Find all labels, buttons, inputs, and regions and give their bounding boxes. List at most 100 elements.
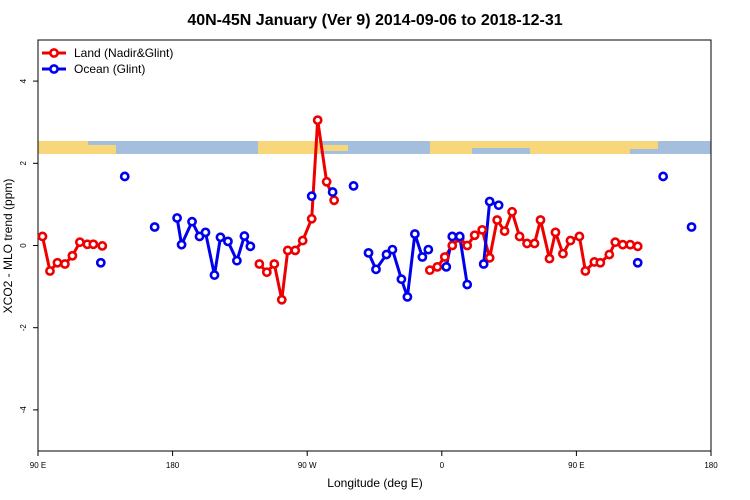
x-axis-label: Longitude (deg E)	[327, 476, 422, 490]
data-point	[276, 294, 287, 305]
data-point	[371, 264, 381, 275]
data-point	[492, 215, 503, 225]
data-point	[424, 265, 435, 276]
y-tick-label: 0	[19, 243, 28, 248]
data-point	[95, 257, 106, 268]
data-point	[558, 248, 568, 259]
data-point	[232, 255, 242, 266]
data-point	[454, 231, 465, 242]
data-point	[686, 222, 697, 232]
chart-title: 40N-45N January (Ver 9) 2014-09-06 to 20…	[187, 12, 562, 29]
data-point	[176, 239, 187, 250]
y-tick-label: -2	[19, 324, 28, 332]
data-point	[565, 235, 576, 246]
data-point	[261, 267, 272, 278]
data-point	[363, 247, 374, 258]
data-point	[149, 222, 160, 232]
data-point	[172, 213, 182, 223]
data-point	[522, 238, 532, 249]
data-point	[282, 245, 293, 256]
data-point	[88, 239, 99, 250]
data-point	[119, 171, 130, 182]
data-point	[439, 252, 450, 262]
data-point	[447, 240, 458, 251]
data-point	[595, 257, 606, 268]
data-point	[209, 270, 220, 280]
x-tick-label: 90 E	[568, 461, 584, 470]
legend-marker	[49, 48, 59, 58]
data-point	[478, 259, 489, 269]
land-band	[320, 145, 348, 151]
data-point	[239, 231, 250, 241]
x-tick-label: 180	[166, 461, 180, 470]
data-point	[441, 261, 452, 272]
legend-marker	[49, 64, 59, 74]
data-point	[60, 259, 70, 269]
data-point	[462, 240, 473, 251]
data-point	[381, 249, 392, 260]
data-point	[477, 224, 488, 235]
data-point	[462, 279, 473, 290]
data-point	[74, 237, 85, 248]
land-band	[88, 145, 116, 154]
data-point	[37, 231, 48, 242]
data-point	[469, 230, 480, 241]
y-tick-label: -4	[19, 406, 28, 414]
data-point	[574, 231, 585, 242]
data-point	[499, 226, 510, 237]
y-tick-label: 2	[19, 161, 28, 166]
data-point	[610, 237, 621, 248]
land-band	[630, 141, 658, 149]
data-point	[223, 236, 233, 247]
data-point	[396, 274, 407, 285]
land-band	[258, 141, 320, 154]
data-point	[423, 244, 434, 255]
plot-frame	[37, 39, 712, 452]
land-band	[38, 141, 88, 154]
land-band	[430, 141, 472, 154]
data-point	[187, 216, 197, 227]
land-band	[530, 141, 630, 154]
data-point	[321, 176, 332, 187]
data-point	[306, 191, 317, 202]
legend-label: Ocean (Glint)	[74, 62, 145, 76]
data-point	[658, 171, 669, 182]
data-point	[493, 200, 504, 211]
data-point	[617, 239, 628, 250]
land-band	[472, 141, 530, 148]
data-point	[348, 181, 359, 191]
data-point	[417, 252, 428, 262]
land-ocean-strip	[38, 141, 711, 154]
data-point	[387, 244, 398, 255]
series-line	[175, 217, 252, 276]
x-tick-label: 0	[440, 461, 445, 470]
y-axis-label: XCO2 - MLO trend (ppm)	[1, 179, 15, 314]
data-point	[507, 206, 517, 217]
x-tick-label: 90 E	[30, 461, 46, 470]
data-point	[484, 196, 495, 207]
data-point	[550, 227, 561, 238]
data-point	[290, 245, 301, 256]
data-point	[306, 213, 317, 224]
data-point	[529, 238, 540, 249]
data-point	[52, 257, 63, 268]
data-point	[484, 252, 495, 263]
data-point	[329, 195, 340, 206]
data-point	[432, 261, 443, 272]
data-point	[514, 231, 525, 242]
data-point	[215, 232, 226, 243]
data-point	[604, 249, 615, 260]
data-point	[97, 241, 108, 251]
data-point	[535, 215, 546, 225]
data-point	[632, 257, 643, 268]
data-point	[447, 231, 458, 242]
data-point	[625, 239, 636, 250]
data-point	[632, 241, 643, 252]
data-point	[45, 266, 55, 276]
data-point	[580, 266, 591, 276]
data-point	[402, 291, 413, 302]
data-point	[327, 187, 338, 197]
data-point	[409, 229, 420, 239]
x-tick-label: 90 W	[298, 461, 317, 470]
